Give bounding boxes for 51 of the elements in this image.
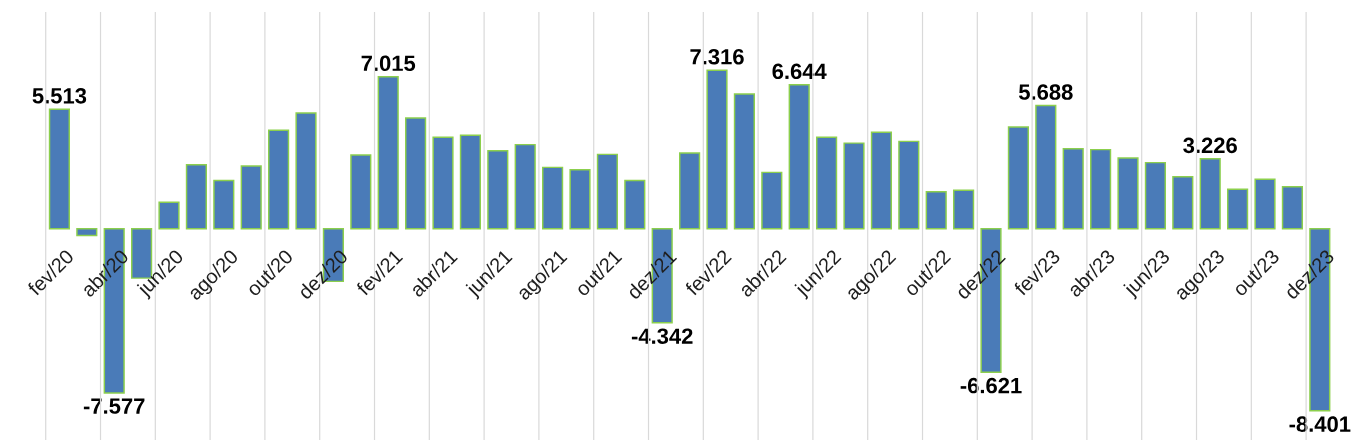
data-label: 5.513 [32,88,87,104]
bar [596,153,619,230]
bar [898,140,920,230]
bar [350,154,372,230]
data-label: 5.688 [1018,84,1073,100]
bar [158,201,180,230]
bar [405,117,427,230]
bar [268,129,290,230]
bar [295,112,317,230]
bar [569,169,591,230]
bar [1199,158,1221,230]
bar [1254,178,1276,230]
bar [679,152,701,230]
bar [624,179,646,230]
bar [432,136,454,230]
data-label: 6.644 [772,63,827,80]
bar [788,83,810,230]
bar [542,166,564,230]
bar [925,190,947,230]
bar [761,171,783,230]
data-label: -7.577 [83,398,145,414]
bar [459,134,482,230]
bar [870,131,893,230]
bar [213,179,235,230]
bar [1144,161,1167,230]
data-label: -4.342 [631,328,693,345]
bar [1117,157,1139,230]
data-label: 7.316 [690,48,744,65]
bar [377,75,399,230]
bar [1035,104,1057,230]
bar [843,142,865,230]
bar [1172,175,1194,230]
bar [1227,188,1249,230]
bar [816,136,838,230]
bar [1062,148,1084,230]
bar [48,108,71,230]
data-label: 7.015 [361,55,416,72]
data-label: -8.401 [1289,416,1351,432]
data-label: -6.621 [960,377,1022,394]
bar [1281,185,1304,230]
bar [733,93,756,230]
bar [953,189,975,230]
bar [1090,148,1112,230]
bar [240,165,262,230]
bar [76,227,98,237]
bar [1007,126,1030,230]
bar [706,69,728,230]
bar [514,143,536,230]
data-label: 3.226 [1183,137,1237,154]
bar [487,149,509,230]
bar [185,164,208,230]
